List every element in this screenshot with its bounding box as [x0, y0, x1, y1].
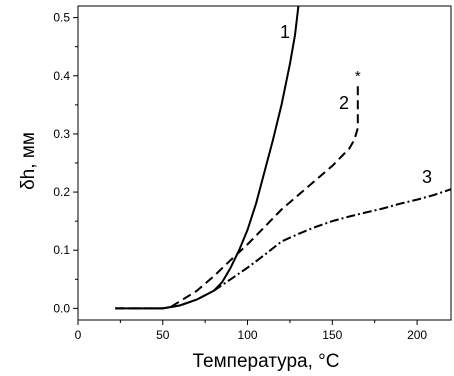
y-tick-label: 0.0 [53, 301, 70, 315]
x-axis-title: Температура, °C [193, 351, 340, 372]
curve-label-3: 3 [422, 167, 432, 187]
y-tick-label: 0.1 [53, 243, 70, 257]
y-tick-label: 0.2 [53, 185, 70, 199]
series-line-2 [115, 84, 359, 310]
curve-label-1: 1 [280, 22, 290, 42]
x-tick-label: 100 [238, 328, 258, 342]
series-line-1 [115, 6, 300, 310]
y-tick-label: 0.4 [53, 69, 70, 83]
x-tick-label: 0 [75, 328, 82, 342]
y-tick-label: 0.3 [53, 127, 70, 141]
curve-label-2: 2 [339, 93, 349, 113]
y-axis-title: δh, мм [18, 132, 39, 190]
series-line-3 [115, 188, 451, 310]
annotation-asterisk: * [355, 68, 361, 85]
curves [115, 6, 451, 310]
labels: 1 2 3 * [280, 22, 432, 187]
plot-frame [77, 5, 452, 321]
x-tick-label: 150 [322, 328, 342, 342]
x-tick-label: 200 [407, 328, 427, 342]
y-tick-label: 0.5 [53, 11, 70, 25]
axes: 0 50 100 150 200 0.0 0.1 0.2 0.3 0.4 0.5 [53, 5, 452, 342]
x-tick-label: 50 [156, 328, 170, 342]
